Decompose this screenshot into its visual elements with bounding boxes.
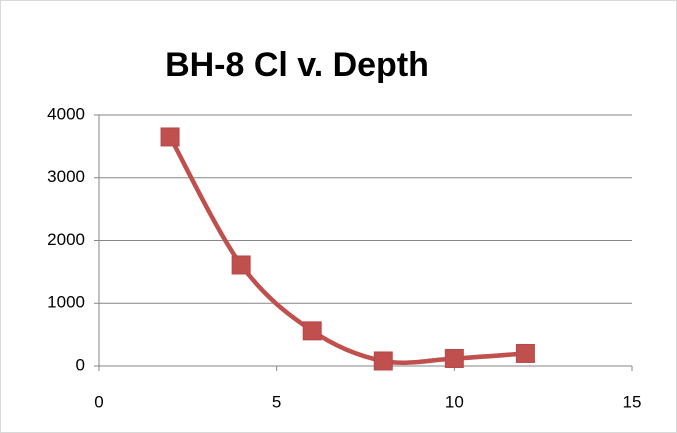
marker (444, 348, 464, 368)
y-tick-label: 3000 (47, 167, 85, 186)
chart-title: BH-8 Cl v. Depth (165, 46, 429, 84)
marker (515, 343, 535, 363)
y-tick-label: 2000 (47, 230, 85, 249)
marker (160, 127, 180, 147)
marker (231, 255, 251, 275)
x-tick-label: 10 (445, 392, 464, 411)
marker (373, 351, 393, 371)
x-tick-label: 5 (272, 392, 281, 411)
marker (302, 321, 322, 341)
y-tick-label: 0 (76, 355, 85, 374)
x-tick-label: 0 (94, 392, 103, 411)
x-tick-label: 15 (623, 392, 642, 411)
y-tick-label: 4000 (47, 104, 85, 123)
y-tick-label: 1000 (47, 293, 85, 312)
